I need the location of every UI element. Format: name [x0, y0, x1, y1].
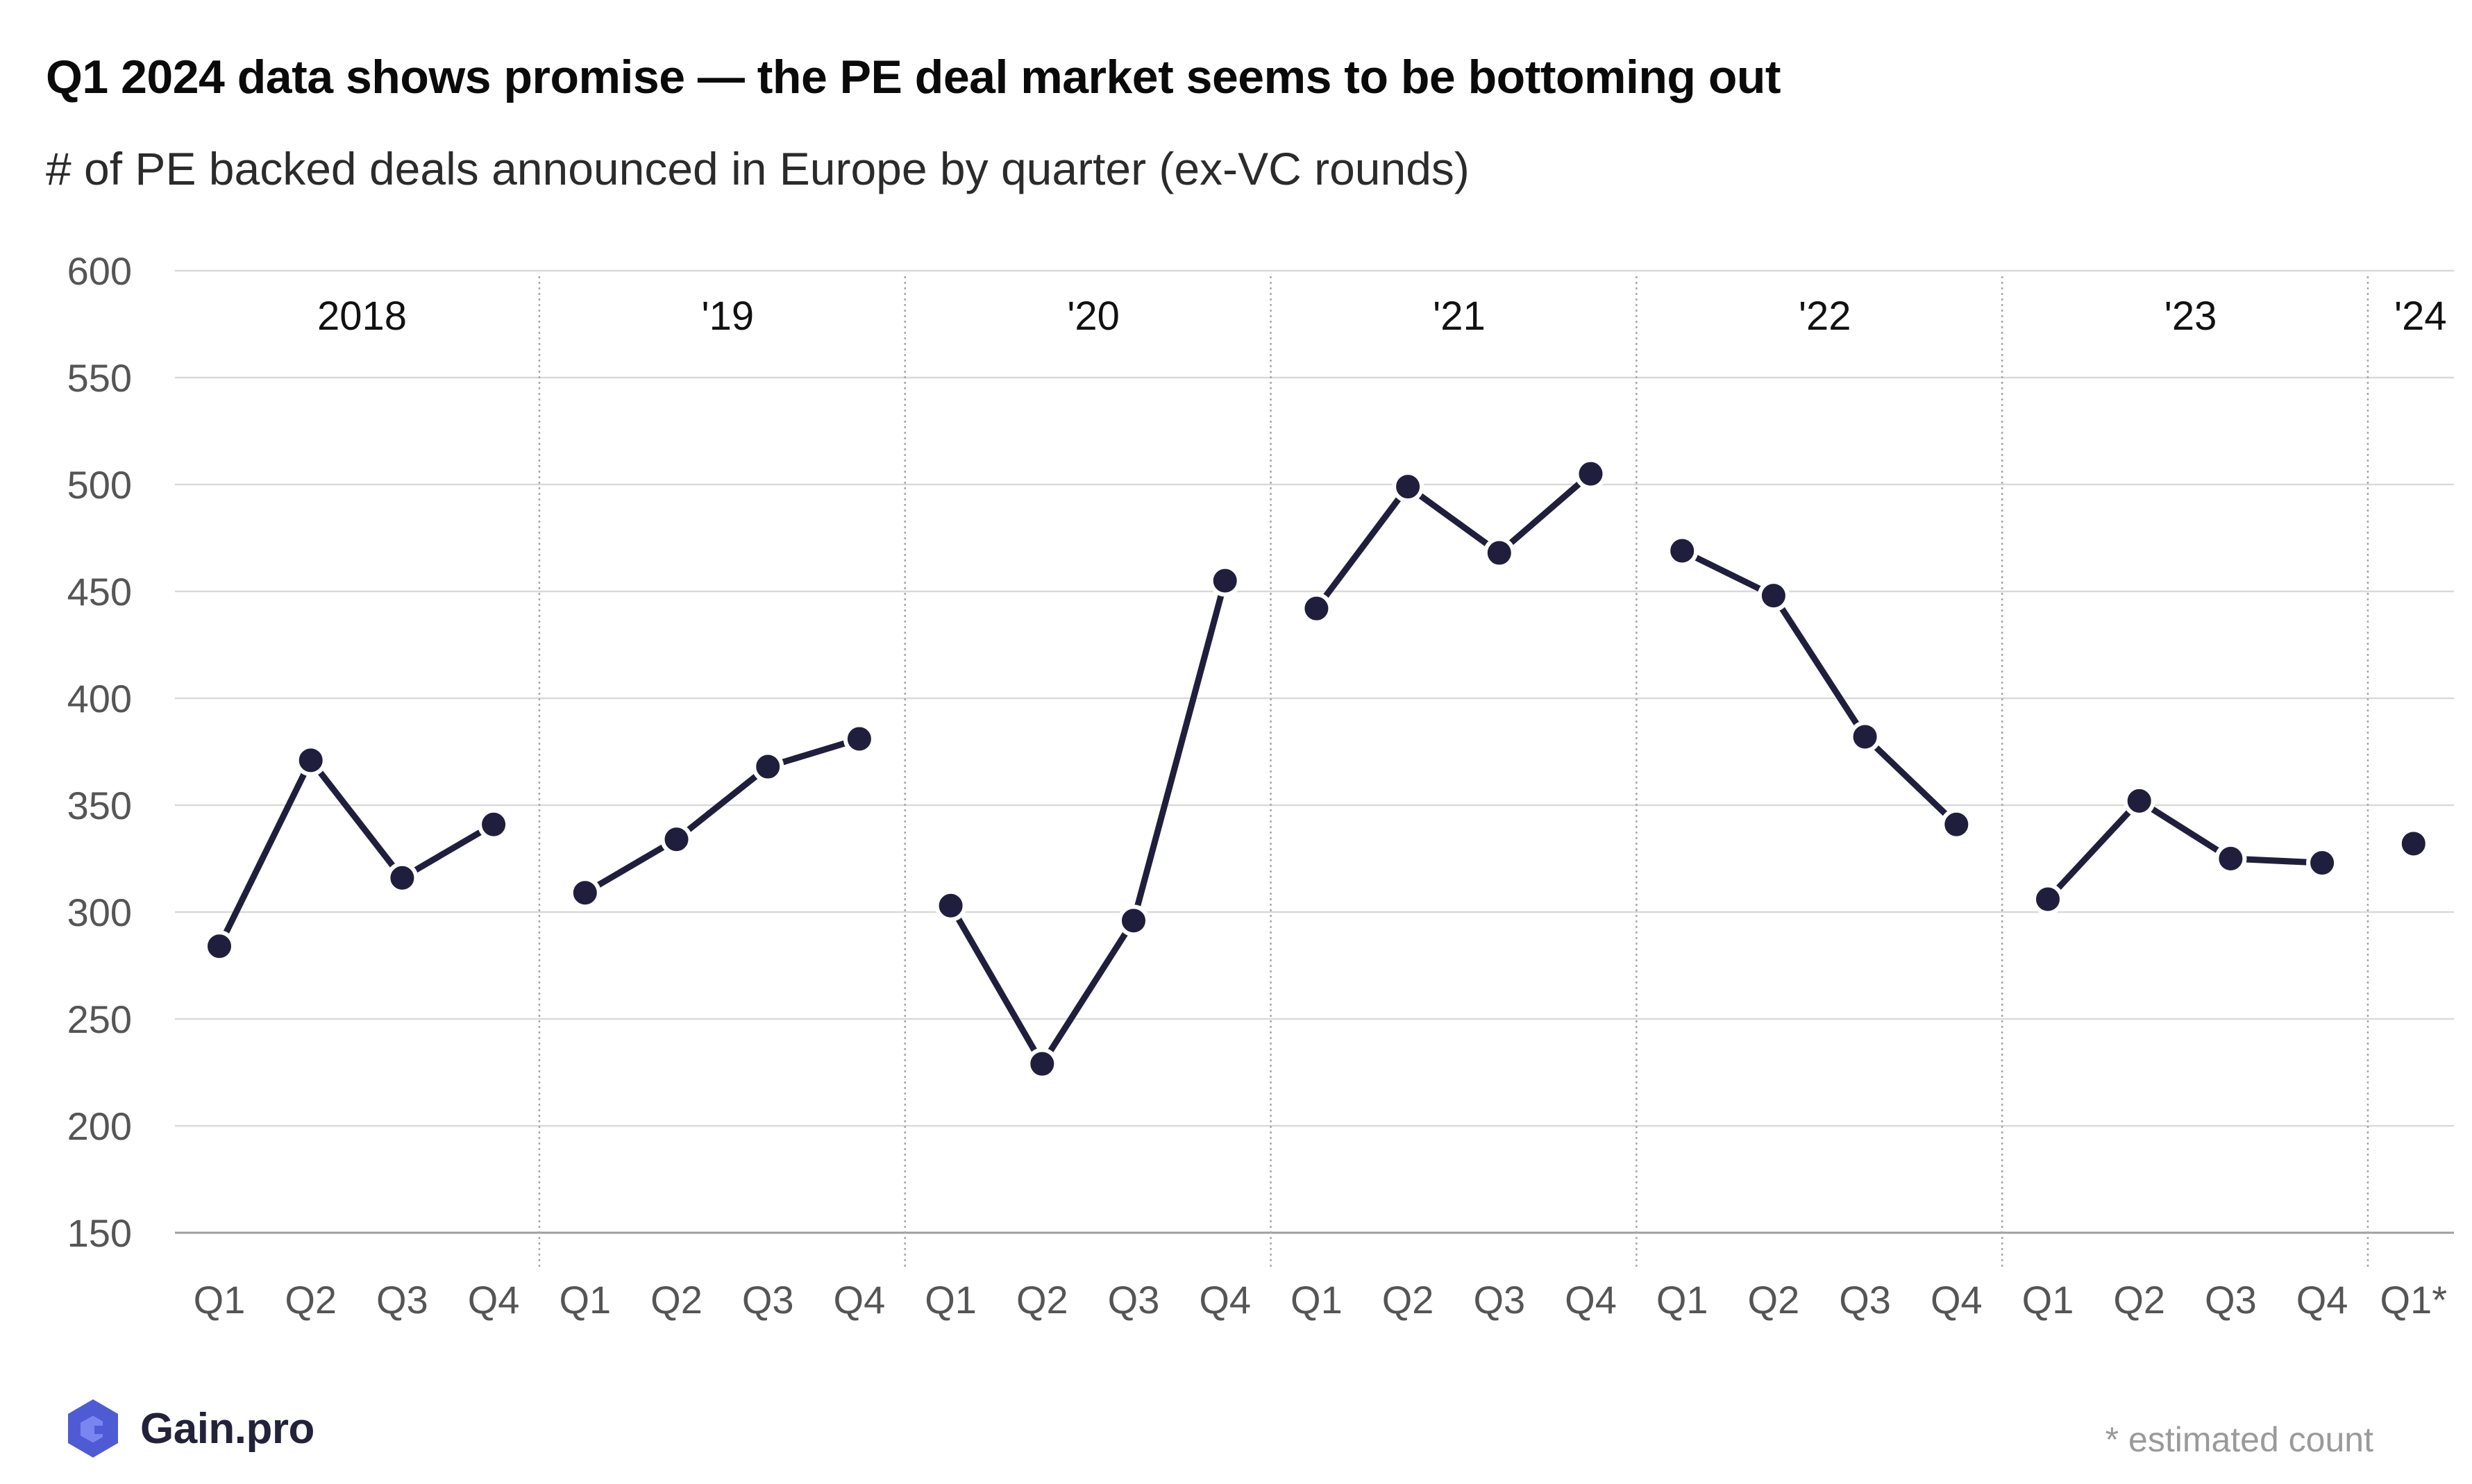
data-point: [1574, 457, 1607, 490]
x-tick-label: Q1*: [2380, 1278, 2448, 1322]
x-tick-label: Q3: [1473, 1278, 1525, 1322]
data-point: [203, 930, 235, 963]
data-point: [1300, 592, 1333, 625]
series-line-1: [582, 736, 863, 896]
gain-pro-logo-icon: [68, 1399, 118, 1458]
y-tick-label: 600: [67, 249, 132, 293]
data-point: [660, 823, 693, 856]
data-point: [934, 889, 967, 922]
year-label: '20: [1067, 294, 1120, 339]
line-chart: 150 200 250 300 350 400 450 500 550 600 2018 Q1 Q2 Q3…: [67, 249, 2454, 1322]
data-point: [1026, 1047, 1059, 1080]
y-tick-label: 150: [67, 1211, 132, 1255]
x-tick-label: Q2: [650, 1278, 703, 1322]
x-tick-label: Q3: [1108, 1278, 1160, 1322]
x-tick-label: Q4: [2296, 1278, 2348, 1322]
year-label: '22: [1799, 294, 1851, 339]
x-tick-label: Q4: [1199, 1278, 1251, 1322]
series-line-4: [1679, 547, 1960, 828]
x-tick-label: Q1: [2022, 1278, 2074, 1322]
data-point: [478, 808, 510, 841]
data-point: [2123, 784, 2155, 817]
x-tick-label: Q2: [2113, 1278, 2165, 1322]
x-tick-label: Q1: [1656, 1278, 1708, 1322]
data-point: [2032, 883, 2064, 916]
brand-logo: Gain.pro: [60, 1395, 314, 1462]
data-point: [752, 750, 784, 783]
series-line-3: [1313, 471, 1594, 612]
chart-title: Q1 2024 data shows promise — the PE deal…: [46, 51, 1781, 103]
data-point: [294, 744, 327, 777]
data-point: [1118, 904, 1150, 937]
y-tick-label: 500: [67, 463, 132, 507]
x-tick-label: Q3: [1839, 1278, 1891, 1322]
x-tick-label: Q2: [1382, 1278, 1434, 1322]
data-point: [1392, 471, 1424, 503]
series-line-5: [2044, 798, 2326, 903]
year-label: 2018: [317, 294, 407, 339]
y-tick-label: 550: [67, 356, 132, 400]
y-tick-label: 200: [67, 1104, 132, 1148]
x-tick-label: Q1: [194, 1278, 246, 1322]
chart-subtitle: # of PE backed deals announced in Europe…: [46, 143, 1470, 194]
data-point: [843, 723, 875, 755]
data-point: [2397, 827, 2430, 860]
data-point: [1666, 534, 1699, 567]
x-tick-label: Q2: [1748, 1278, 1800, 1322]
data-point: [1209, 564, 1241, 597]
series-line-0: [216, 757, 497, 950]
data-point: [1940, 808, 1973, 841]
year-label: '24: [2394, 294, 2447, 339]
footnote: * estimated count: [2105, 1420, 2373, 1459]
x-tick-label: Q1: [559, 1278, 611, 1322]
x-tick-label: Q3: [376, 1278, 428, 1322]
y-tick-label: 350: [67, 784, 132, 827]
year-label: '23: [2164, 294, 2217, 339]
data-point: [1757, 580, 1790, 612]
x-tick-label: Q2: [285, 1278, 337, 1322]
x-tick-label: Q1: [925, 1278, 977, 1322]
x-tick-label: Q4: [834, 1278, 886, 1322]
x-tick-label: Q4: [1565, 1278, 1617, 1322]
y-tick-label: 300: [67, 891, 132, 934]
y-tick-label: 450: [67, 570, 132, 614]
x-tick-label: Q3: [742, 1278, 794, 1322]
data-point: [386, 861, 419, 894]
x-tick-label: Q4: [468, 1278, 520, 1322]
data-point: [2306, 847, 2339, 879]
data-point: [1483, 537, 1515, 569]
series-line-2: [948, 577, 1229, 1068]
logo-text: Gain.pro: [140, 1404, 314, 1453]
x-tick-label: Q3: [2205, 1278, 2257, 1322]
year-label: '21: [1433, 294, 1486, 339]
data-point: [2214, 843, 2247, 875]
data-point: [1849, 720, 1881, 753]
x-tick-label: Q2: [1016, 1278, 1068, 1322]
year-label: '19: [702, 294, 755, 339]
data-point: [569, 877, 601, 909]
y-tick-label: 400: [67, 677, 132, 720]
y-tick-label: 250: [67, 997, 132, 1041]
x-tick-label: Q1: [1290, 1278, 1343, 1322]
x-tick-label: Q4: [1931, 1278, 1983, 1322]
